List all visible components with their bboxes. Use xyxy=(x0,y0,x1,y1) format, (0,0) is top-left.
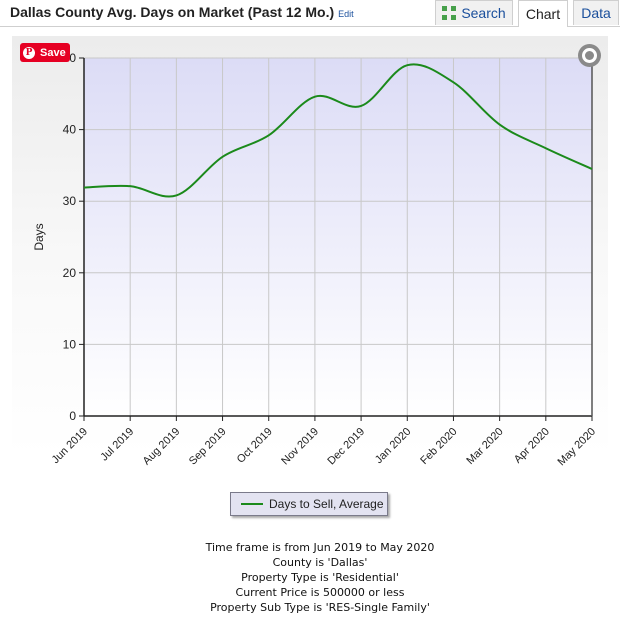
tab-chart[interactable]: Chart xyxy=(518,0,568,27)
note-county: County is 'Dallas' xyxy=(272,556,368,569)
y-tick-label: 20 xyxy=(63,266,77,280)
note-property-type: Property Type is 'Residential' xyxy=(241,571,399,584)
x-tick-label: Sep 2019 xyxy=(187,426,229,468)
note-price: Current Price is 500000 or less xyxy=(235,586,405,599)
data-point[interactable] xyxy=(220,154,225,159)
tab-search[interactable]: Search xyxy=(435,0,513,25)
x-tick-label: Mar 2020 xyxy=(464,426,505,467)
x-tick-label: Oct 2019 xyxy=(235,426,275,466)
page-title: Dallas County Avg. Days on Market (Past … xyxy=(10,4,354,20)
tab-chart-label: Chart xyxy=(525,6,561,22)
title-text: Dallas County Avg. Days on Market (Past … xyxy=(10,4,335,20)
tab-data[interactable]: Data xyxy=(573,0,619,25)
tab-search-label: Search xyxy=(461,5,506,21)
x-tick-label: May 2020 xyxy=(555,426,598,469)
x-tick-label: Dec 2019 xyxy=(325,426,367,468)
tab-data-label: Data xyxy=(581,5,611,21)
y-tick-label: 40 xyxy=(63,123,77,137)
save-label: Save xyxy=(40,46,66,59)
x-tick-label: Jun 2019 xyxy=(50,426,90,466)
legend-label: Days to Sell, Average xyxy=(269,497,384,511)
filter-notes: Time frame is from Jun 2019 to May 2020 … xyxy=(0,540,620,615)
x-tick-label: Jul 2019 xyxy=(98,426,136,464)
plot-area xyxy=(84,58,592,416)
data-point[interactable] xyxy=(174,193,179,198)
note-subtype: Property Sub Type is 'RES-Single Family' xyxy=(210,601,430,614)
data-point[interactable] xyxy=(405,63,410,68)
data-point[interactable] xyxy=(543,146,548,151)
pinterest-save-button[interactable]: P Save xyxy=(20,43,70,62)
y-tick-label: 30 xyxy=(63,194,77,208)
x-tick-label: Apr 2020 xyxy=(512,426,552,466)
data-point[interactable] xyxy=(82,185,87,190)
chart-legend[interactable]: Days to Sell, Average xyxy=(230,492,388,516)
edit-link[interactable]: Edit xyxy=(338,9,354,19)
expand-arrows-icon xyxy=(442,6,457,20)
pinterest-icon: P xyxy=(23,46,35,59)
y-axis-label: Days xyxy=(32,223,46,250)
data-point[interactable] xyxy=(497,122,502,127)
y-tick-label: 0 xyxy=(69,409,76,423)
header-bar: Dallas County Avg. Days on Market (Past … xyxy=(0,0,620,27)
x-tick-label: Feb 2020 xyxy=(418,426,459,467)
x-tick-label: Jan 2020 xyxy=(373,426,413,466)
legend-swatch xyxy=(241,503,263,505)
data-point[interactable] xyxy=(590,166,595,171)
data-point[interactable] xyxy=(128,184,133,189)
series-line-days-to-sell xyxy=(83,63,593,198)
data-point[interactable] xyxy=(266,133,271,138)
zoom-icon[interactable] xyxy=(578,44,601,67)
y-tick-label: 10 xyxy=(63,337,77,351)
series-layer xyxy=(82,63,595,198)
data-point[interactable] xyxy=(312,94,317,99)
data-point[interactable] xyxy=(451,80,456,85)
x-tick-label: Aug 2019 xyxy=(141,426,183,468)
x-tick-label: Nov 2019 xyxy=(279,426,321,468)
note-timeframe: Time frame is from Jun 2019 to May 2020 xyxy=(205,541,435,554)
data-point[interactable] xyxy=(359,103,364,108)
